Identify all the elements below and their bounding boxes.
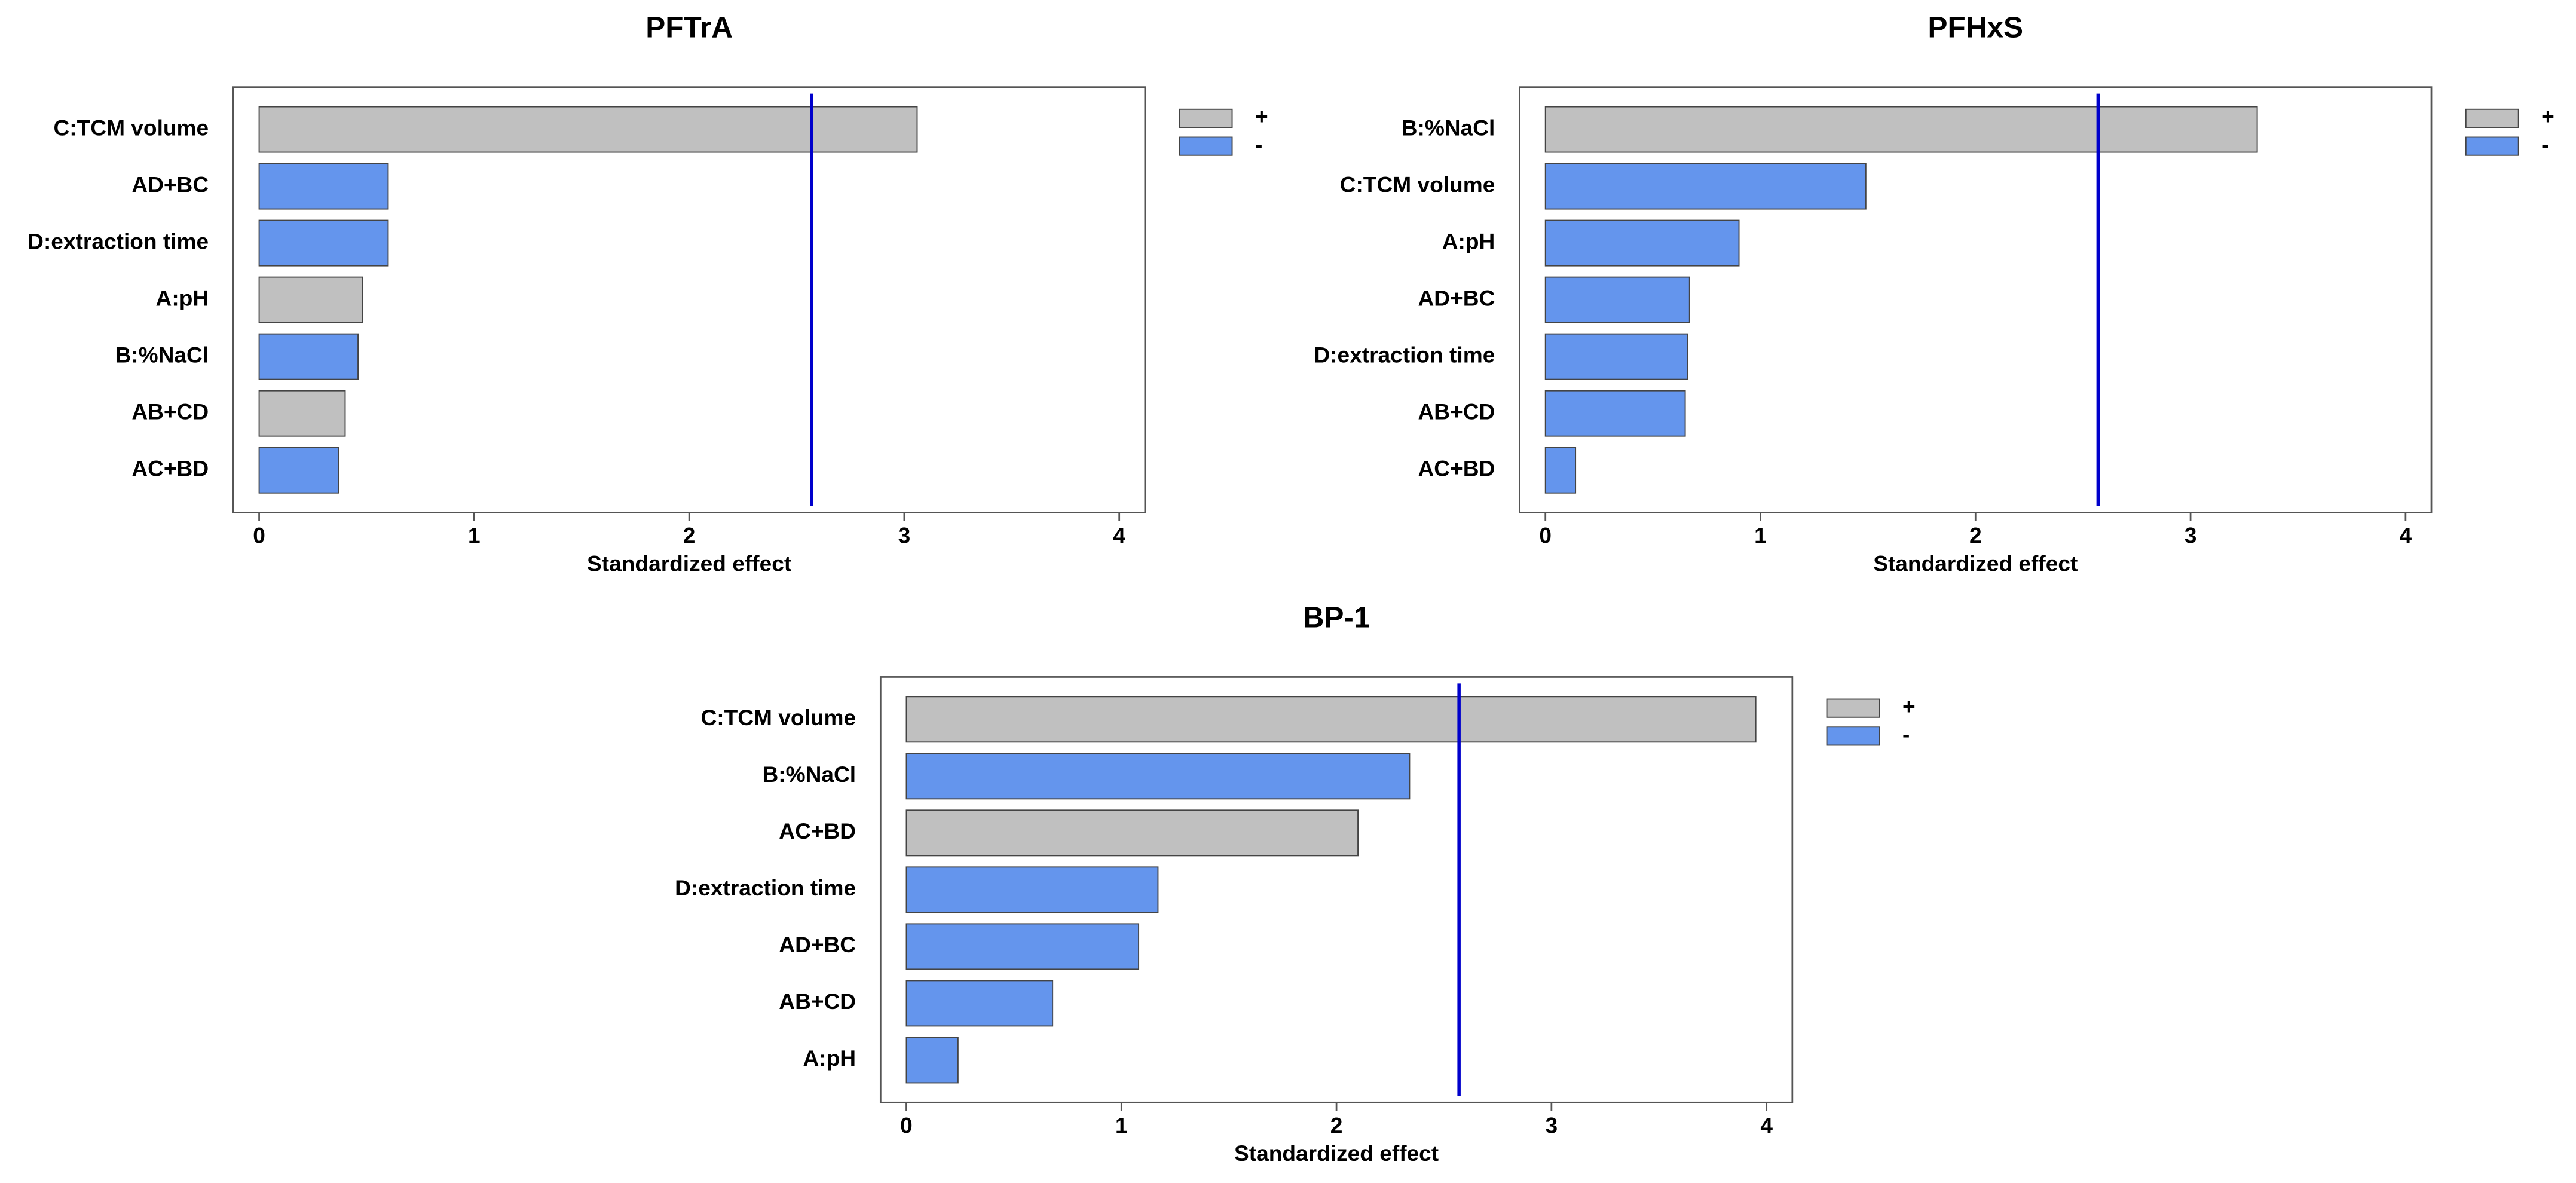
category-label: C:TCM volume <box>700 705 856 730</box>
legend-label: + <box>1255 104 1268 129</box>
category-label: AD+BC <box>1418 285 1495 310</box>
legend-label: - <box>1902 722 1910 747</box>
bar <box>905 1037 959 1084</box>
plot-frame <box>232 86 1146 513</box>
x-tick-label: 1 <box>1754 523 1767 548</box>
category-label: A:pH <box>803 1046 856 1071</box>
category-label: D:extraction time <box>27 228 209 253</box>
chart-title: PFTrA <box>645 11 733 44</box>
category-label: B:%NaCl <box>115 342 209 367</box>
category-label: D:extraction time <box>675 875 856 900</box>
x-tick-label: 3 <box>1546 1112 1558 1138</box>
x-tick-label: 4 <box>1760 1112 1773 1138</box>
chart-title: BP-1 <box>1303 601 1370 634</box>
category-label: AC+BD <box>1418 456 1495 481</box>
legend-swatch <box>2465 108 2519 128</box>
bar <box>1544 276 1690 323</box>
legend-swatch <box>1826 698 1880 718</box>
category-label: A:pH <box>1442 228 1495 253</box>
bar <box>1544 163 1867 210</box>
x-tick-label: 1 <box>468 523 481 548</box>
legend-swatch <box>2465 136 2519 156</box>
legend-label: - <box>2541 132 2549 157</box>
bar <box>258 106 918 153</box>
x-axis-label: Standardized effect <box>1873 551 2078 576</box>
bar <box>258 333 359 380</box>
x-tick-label: 0 <box>253 523 265 548</box>
bar <box>1544 447 1577 494</box>
bar <box>905 809 1359 857</box>
x-axis-label: Standardized effect <box>587 551 791 576</box>
bar <box>905 923 1140 970</box>
chart-title: PFHxS <box>1928 11 2023 44</box>
x-tick-label: 3 <box>2185 523 2197 548</box>
category-label: A:pH <box>156 285 209 310</box>
bar <box>258 276 363 323</box>
bar <box>1544 333 1688 380</box>
x-tick-label: 4 <box>1113 523 1125 548</box>
bar <box>1544 219 1740 267</box>
bar <box>258 219 389 267</box>
category-label: AD+BC <box>779 932 856 957</box>
x-axis-label: Standardized effect <box>1234 1141 1439 1166</box>
bar <box>258 390 346 437</box>
category-label: AB+CD <box>1418 399 1495 424</box>
legend-swatch <box>1826 726 1880 746</box>
bar <box>1544 106 2258 153</box>
category-label: C:TCM volume <box>1340 172 1495 197</box>
x-tick-label: 2 <box>1969 523 1982 548</box>
bar <box>905 753 1411 800</box>
bar <box>258 447 339 494</box>
legend-label: - <box>1255 132 1262 157</box>
bar <box>905 980 1054 1027</box>
x-tick-label: 3 <box>898 523 911 548</box>
legend-label: + <box>2541 104 2554 129</box>
x-tick-label: 2 <box>683 523 696 548</box>
category-label: D:extraction time <box>1314 342 1495 367</box>
bar <box>905 866 1159 913</box>
x-tick-label: 2 <box>1330 1112 1343 1138</box>
x-tick-label: 0 <box>1539 523 1552 548</box>
category-label: B:%NaCl <box>1402 115 1495 140</box>
bar <box>905 696 1757 743</box>
legend-swatch <box>1179 108 1233 128</box>
x-tick-label: 4 <box>2400 523 2412 548</box>
legend-swatch <box>1179 136 1233 156</box>
category-label: AC+BD <box>779 818 856 843</box>
bar <box>1544 390 1686 437</box>
x-tick-label: 0 <box>900 1112 913 1138</box>
category-label: AD+BC <box>131 172 209 197</box>
category-label: B:%NaCl <box>762 762 856 787</box>
category-label: AB+CD <box>779 989 856 1014</box>
bar <box>258 163 389 210</box>
x-tick-label: 1 <box>1115 1112 1128 1138</box>
category-label: C:TCM volume <box>54 115 209 140</box>
legend-label: + <box>1902 693 1916 719</box>
category-label: AC+BD <box>131 456 209 481</box>
category-label: AB+CD <box>131 399 209 424</box>
